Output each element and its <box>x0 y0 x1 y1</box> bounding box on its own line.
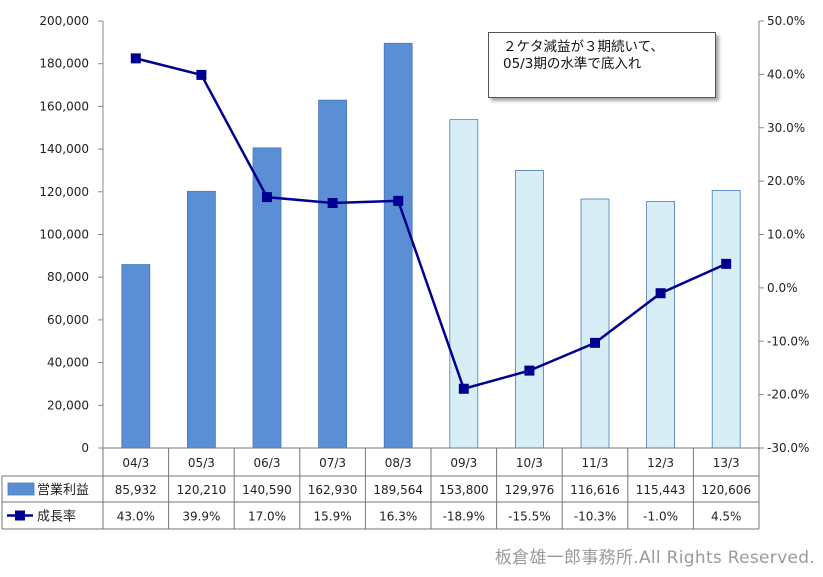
y-left-tick-label: 120,000 <box>39 185 89 199</box>
y-right-tick-label: 20.0% <box>767 174 805 188</box>
data-label-growth: 15.9% <box>314 510 352 524</box>
y-right-tick-label: 40.0% <box>767 67 805 81</box>
y-left-tick-label: 200,000 <box>39 14 89 28</box>
legend-bar-swatch <box>7 482 35 496</box>
y-left-tick-label: 140,000 <box>39 142 89 156</box>
bar <box>646 201 675 449</box>
y-right-tick-label: 30.0% <box>767 121 805 135</box>
annotation-line-1: ２ケタ減益が３期続いて、 <box>503 39 664 55</box>
data-label-growth: 16.3% <box>379 510 417 524</box>
data-label-profit: 116,616 <box>570 483 620 497</box>
growth-point <box>590 337 600 348</box>
data-label-profit: 85,932 <box>115 483 157 497</box>
growth-point <box>721 258 732 269</box>
data-label-profit: 120,606 <box>701 483 751 497</box>
y-right-tick-label: 0.0% <box>767 281 798 295</box>
bar <box>318 99 348 449</box>
x-tick-label: 11/3 <box>582 456 609 470</box>
data-label-growth: -18.9% <box>443 510 485 524</box>
data-label-profit: 189,564 <box>373 483 423 497</box>
bar <box>449 119 479 449</box>
bar <box>711 190 741 449</box>
bar <box>515 170 544 449</box>
y-left-tick-label: 0 <box>81 441 89 455</box>
x-tick-label: 13/3 <box>713 456 740 470</box>
data-label-growth: 39.9% <box>182 510 220 524</box>
data-label-profit: 129,976 <box>505 483 555 497</box>
growth-point <box>655 288 666 299</box>
data-label-profit: 162,930 <box>308 483 358 497</box>
data-label-growth: -15.5% <box>508 510 550 524</box>
legend-bar-label: 営業利益 <box>37 482 89 498</box>
x-tick-label: 10/3 <box>516 456 543 470</box>
legend-line-label: 成長率 <box>37 509 76 525</box>
data-label-growth: 17.0% <box>248 510 286 524</box>
x-tick-label: 08/3 <box>385 456 412 470</box>
y-left-tick-label: 160,000 <box>39 99 89 113</box>
bar <box>186 190 216 449</box>
x-tick-label: 07/3 <box>319 456 346 470</box>
data-label-profit: 115,443 <box>636 483 686 497</box>
x-tick-label: 05/3 <box>188 456 215 470</box>
x-tick-label: 06/3 <box>254 456 281 470</box>
y-left-tick-label: 100,000 <box>39 228 89 242</box>
annotation-callout: ２ケタ減益が３期続いて、 05/3期の水準で底入れ <box>488 32 716 98</box>
growth-point <box>262 192 272 203</box>
bar <box>121 264 151 449</box>
growth-point <box>196 69 207 80</box>
growth-point <box>524 365 535 376</box>
y-right-tick-label: -10.0% <box>767 334 809 348</box>
y-left-tick-label: 40,000 <box>47 356 89 370</box>
data-label-growth: 43.0% <box>117 510 155 524</box>
growth-point <box>130 53 141 64</box>
data-label-growth: -1.0% <box>643 510 678 524</box>
copyright-text: 板倉雄一郎事務所.All Rights Reserved. <box>494 548 815 568</box>
annotation-line-2: 05/3期の水準で底入れ <box>503 56 642 72</box>
growth-point <box>458 383 469 394</box>
data-label-growth: 4.5% <box>711 510 742 524</box>
y-left-tick-label: 60,000 <box>47 313 89 327</box>
data-label-profit: 153,800 <box>439 483 489 497</box>
y-left-tick-label: 80,000 <box>47 270 89 284</box>
growth-line <box>135 57 727 391</box>
data-label-profit: 120,210 <box>177 483 227 497</box>
growth-point <box>327 198 338 209</box>
growth-point <box>393 195 404 206</box>
y-right-tick-label: 50.0% <box>767 14 805 28</box>
y-right-tick-label: -30.0% <box>767 441 809 455</box>
y-right-tick-label: -20.0% <box>767 388 809 402</box>
legend-line-marker <box>15 510 25 521</box>
y-left-tick-label: 180,000 <box>39 57 89 71</box>
x-tick-label: 09/3 <box>450 456 477 470</box>
bar <box>383 42 413 449</box>
x-tick-label: 12/3 <box>647 456 674 470</box>
y-right-tick-label: 10.0% <box>767 228 805 242</box>
x-tick-label: 04/3 <box>122 456 149 470</box>
y-left-tick-label: 20,000 <box>47 398 89 412</box>
bar <box>580 198 610 449</box>
data-label-growth: -10.3% <box>574 510 616 524</box>
data-label-profit: 140,590 <box>242 483 292 497</box>
